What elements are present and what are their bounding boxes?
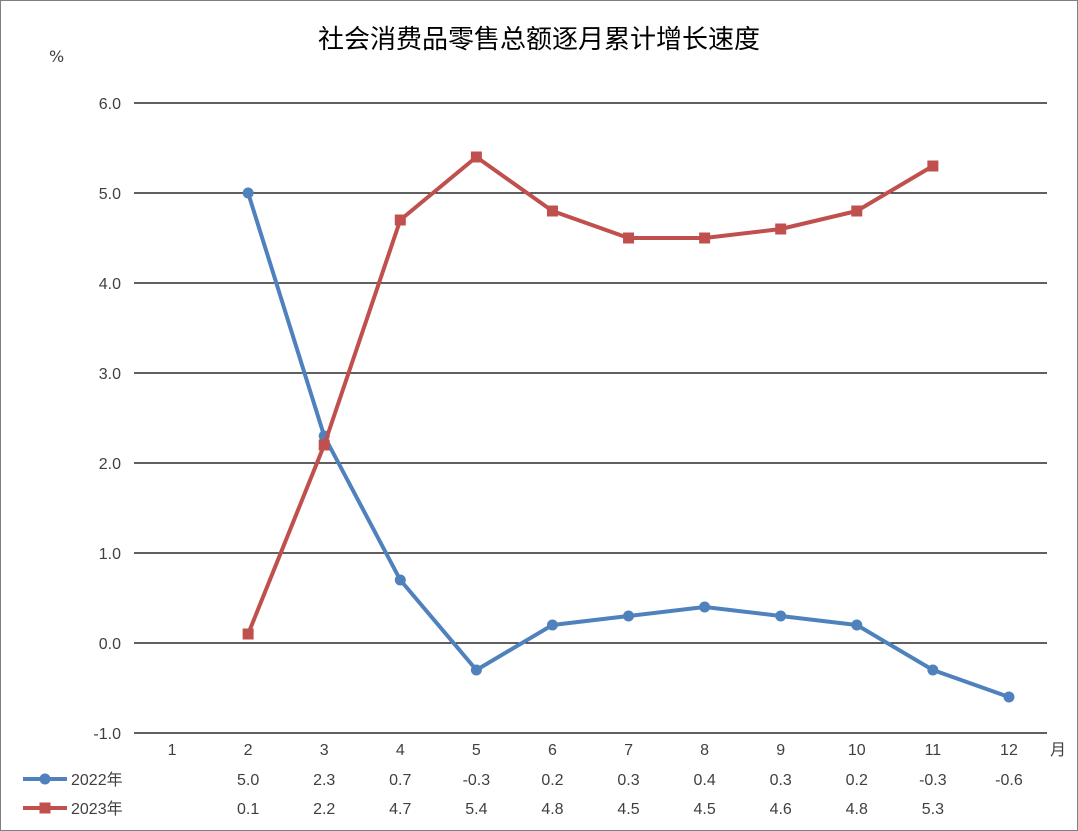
y-tick-label: 2.0	[99, 456, 121, 473]
x-tick-label: 11	[925, 742, 942, 759]
x-tick-label: 12	[1000, 742, 1018, 759]
x-tick-label: 6	[548, 742, 557, 759]
data-table-value: 2.2	[313, 801, 335, 818]
data-point	[775, 610, 787, 622]
x-tick-label: 4	[396, 742, 405, 759]
data-point	[242, 187, 254, 199]
data-point	[623, 610, 635, 622]
y-tick-label: 4.0	[99, 276, 121, 293]
data-point	[623, 232, 635, 244]
data-table-value: 0.7	[389, 772, 411, 789]
data-table-value: 4.7	[389, 801, 411, 818]
data-table-value: 5.0	[237, 772, 259, 789]
x-axis-unit: 月	[1050, 742, 1066, 759]
y-tick-label: 6.0	[99, 96, 121, 113]
data-table-value: 0.1	[237, 801, 259, 818]
data-table-value: 4.5	[617, 801, 639, 818]
legend-series-name: 2022年	[71, 771, 123, 789]
data-point	[546, 619, 558, 631]
x-tick-label: 8	[700, 742, 709, 759]
y-tick-label: -1.0	[93, 726, 121, 743]
data-point	[775, 223, 787, 235]
data-table-value: 0.2	[541, 772, 563, 789]
data-point	[927, 160, 939, 172]
legend-key-marker	[39, 802, 51, 814]
data-point	[394, 214, 406, 226]
data-point	[699, 232, 711, 244]
y-tick-label: 5.0	[99, 186, 121, 203]
x-tick-label: 5	[472, 742, 481, 759]
data-table-value: -0.3	[463, 772, 491, 789]
data-table-value: 4.6	[770, 801, 792, 818]
data-point	[318, 439, 330, 451]
x-tick-label: 9	[776, 742, 785, 759]
data-point	[394, 574, 406, 586]
data-table-value: 4.8	[541, 801, 563, 818]
data-point	[470, 151, 482, 163]
data-table-value: -0.6	[995, 772, 1023, 789]
y-tick-label: 0.0	[99, 636, 121, 653]
data-table-value: 5.3	[922, 801, 944, 818]
x-tick-label: 7	[624, 742, 633, 759]
data-table-value: 5.4	[465, 801, 487, 818]
data-point	[851, 205, 863, 217]
data-table-value: 0.2	[846, 772, 868, 789]
y-tick-label: 3.0	[99, 366, 121, 383]
data-table-value: 2.3	[313, 772, 335, 789]
x-tick-label: 1	[168, 742, 177, 759]
data-table-value: 0.3	[770, 772, 792, 789]
data-point	[851, 619, 863, 631]
y-axis-unit: %	[49, 47, 65, 66]
y-tick-label: 1.0	[99, 546, 121, 563]
data-table-value: -0.3	[919, 772, 947, 789]
chart-title: 社会消费品零售总额逐月累计增长速度	[317, 25, 760, 55]
x-tick-label: 10	[848, 742, 866, 759]
data-point	[546, 205, 558, 217]
data-table-value: 4.8	[846, 801, 868, 818]
data-point	[699, 601, 711, 613]
series-line	[246, 155, 935, 636]
data-point	[470, 664, 482, 676]
x-tick-label: 3	[320, 742, 329, 759]
data-table-value: 4.5	[694, 801, 716, 818]
legend-key-marker	[39, 773, 51, 785]
data-table-value: 0.3	[617, 772, 639, 789]
x-tick-label: 2	[244, 742, 253, 759]
data-point	[1003, 691, 1015, 703]
data-table-value: 0.4	[694, 772, 716, 789]
data-point	[242, 628, 254, 640]
legend-series-name: 2023年	[71, 800, 123, 818]
data-point	[927, 664, 939, 676]
